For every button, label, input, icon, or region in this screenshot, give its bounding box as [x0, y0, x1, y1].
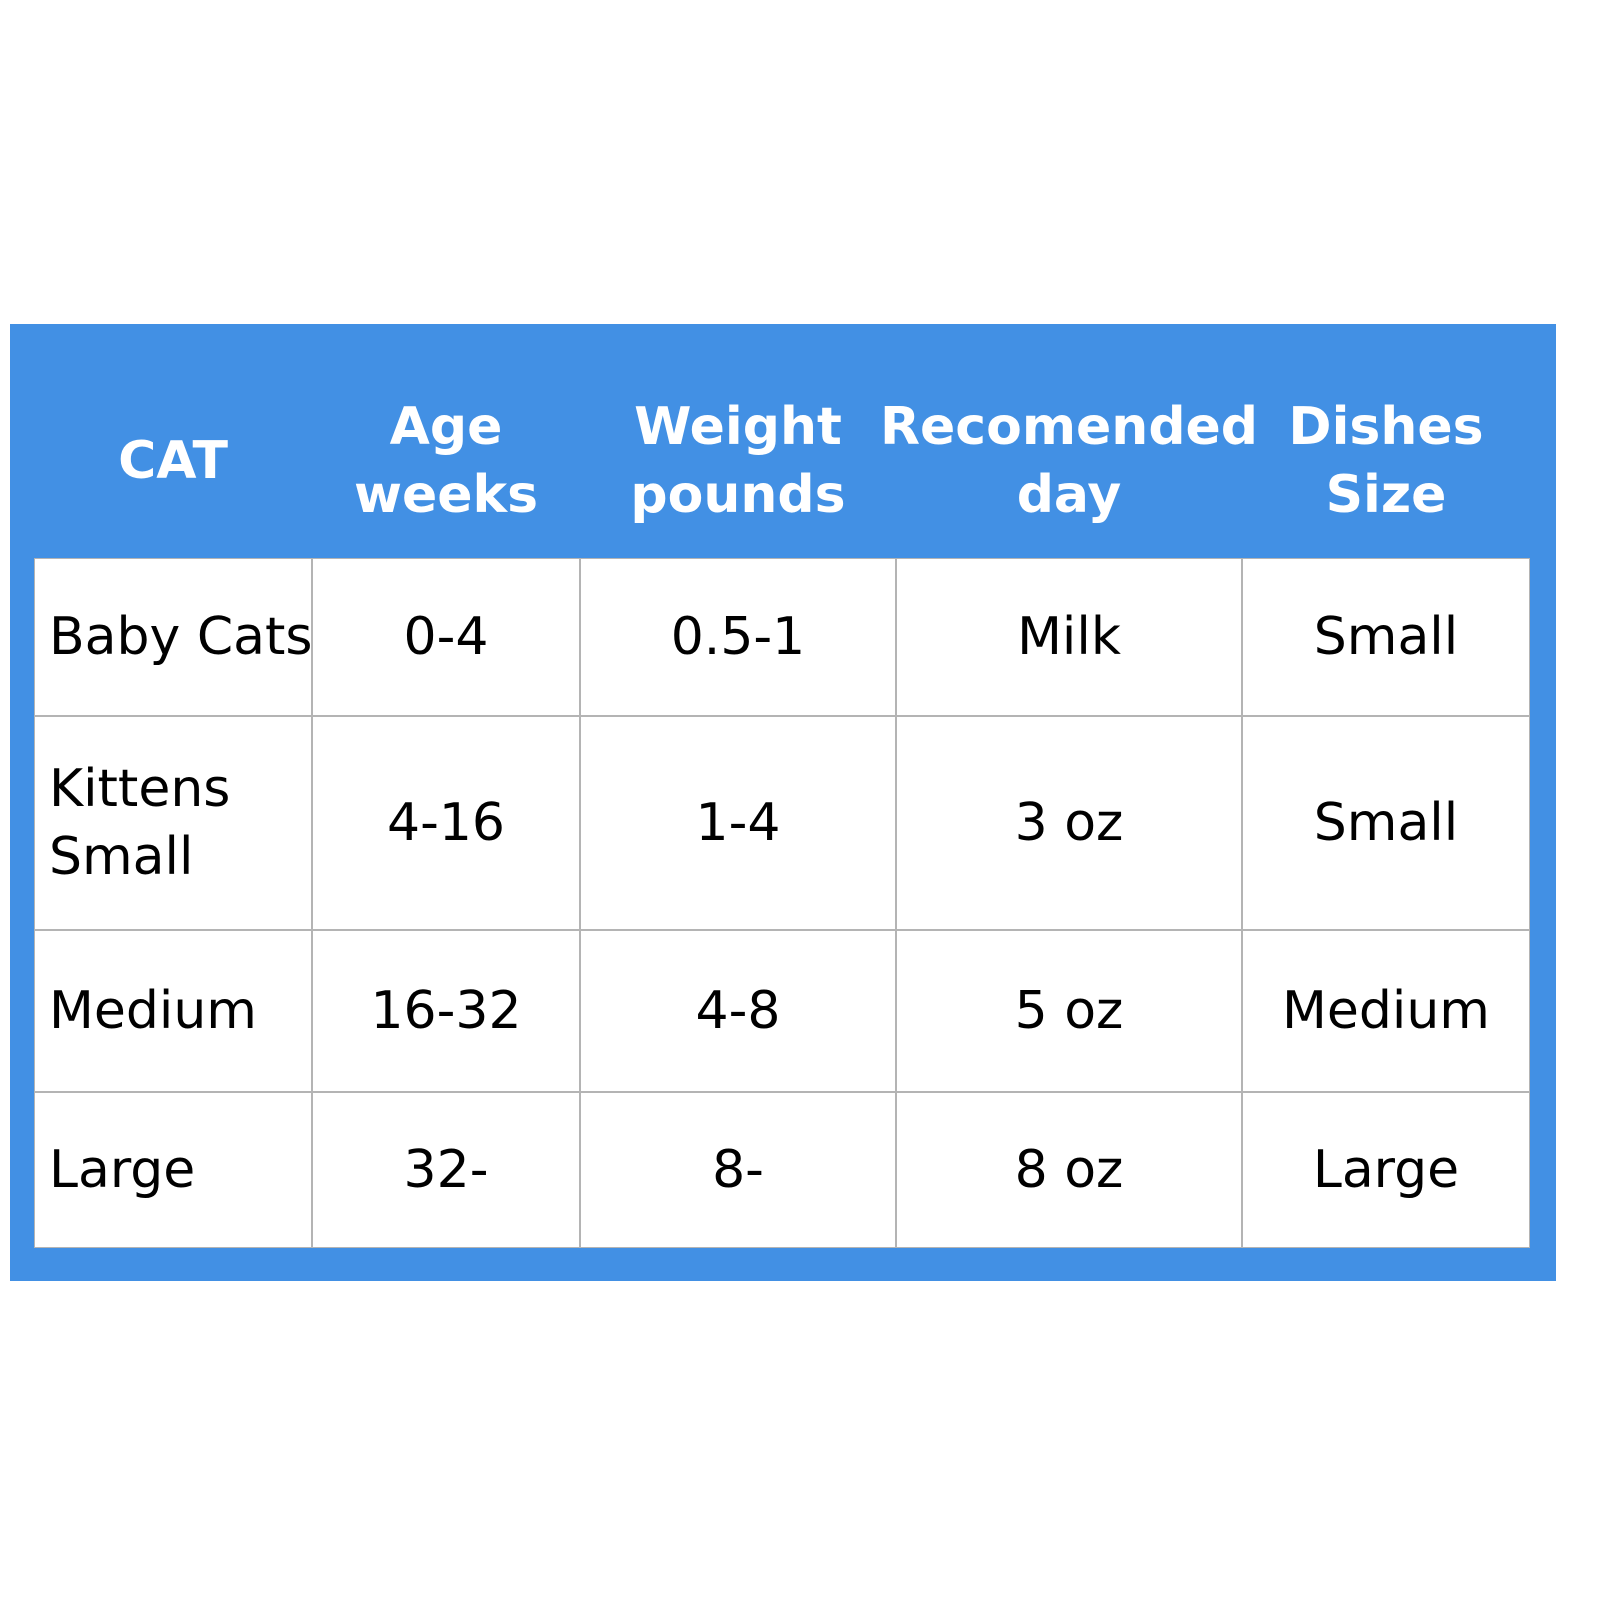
- cell-text: 0-4: [403, 607, 489, 667]
- cell-text: Large: [1312, 1140, 1460, 1200]
- cell-text: Weight: [634, 397, 842, 457]
- header-cell: CAT: [34, 364, 312, 558]
- table-cell: 0.5-1: [580, 558, 896, 716]
- cell-text: 8-: [712, 1140, 764, 1200]
- table-cell: 5 oz: [896, 930, 1242, 1092]
- cell-text: Recomended: [879, 397, 1259, 457]
- cell-text: 16-32: [370, 981, 522, 1041]
- cell-text: Small: [1313, 793, 1459, 853]
- table-cell: 8-: [580, 1092, 896, 1248]
- table-cell: Kittens Small: [34, 716, 312, 930]
- table-cell: 3 oz: [896, 716, 1242, 930]
- cell-text: weeks: [353, 465, 539, 525]
- cell-text: Baby Cats: [49, 607, 313, 667]
- cell-text: Age: [389, 397, 503, 457]
- cell-text: Medium: [49, 981, 257, 1041]
- table-cell: 4-8: [580, 930, 896, 1092]
- header-cell: Recomended day: [880, 364, 1258, 558]
- table-frame: CAT Age weeks Weight pounds Recomended day Dish…: [10, 324, 1556, 1281]
- cell-text: Dishes: [1288, 397, 1484, 457]
- table-cell: 16-32: [312, 930, 580, 1092]
- header-cell: Dishes Size: [1242, 364, 1530, 558]
- cell-text: pounds: [630, 465, 846, 525]
- cell-text: Kittens: [49, 759, 231, 819]
- cell-text: Milk: [1017, 607, 1121, 667]
- cell-text: 3 oz: [1014, 793, 1124, 853]
- cell-text: 5 oz: [1014, 981, 1124, 1041]
- cell-text: day: [1016, 465, 1122, 525]
- cell-text: 0.5-1: [670, 607, 806, 667]
- cell-text: 1-4: [695, 793, 781, 853]
- cell-text: Medium: [1282, 981, 1490, 1041]
- table-cell: 0-4: [312, 558, 580, 716]
- table-cell: Medium: [1242, 930, 1530, 1092]
- table-cell: 1-4: [580, 716, 896, 930]
- cell-text: 32-: [403, 1140, 489, 1200]
- cell-text: Small: [49, 827, 194, 887]
- table-cell: 8 oz: [896, 1092, 1242, 1248]
- table-cell: 4-16: [312, 716, 580, 930]
- table-cell: Baby Cats: [34, 558, 313, 716]
- cell-text: 4-8: [695, 981, 781, 1041]
- cell-text: 8 oz: [1014, 1140, 1124, 1200]
- cell-text: Large: [49, 1140, 196, 1200]
- header-cell: Weight pounds: [580, 364, 896, 558]
- cell-text: CAT: [118, 431, 228, 491]
- table-cell: Small: [1242, 716, 1530, 930]
- cell-text: Small: [1313, 607, 1459, 667]
- table-cell: Milk: [896, 558, 1242, 716]
- table-cell: Large: [34, 1092, 312, 1248]
- header-cell: Age weeks: [312, 364, 580, 558]
- cell-text: 4-16: [386, 793, 505, 853]
- table-cell: Small: [1242, 558, 1530, 716]
- table-cell: Medium: [34, 930, 312, 1092]
- cell-text: Size: [1325, 465, 1447, 525]
- table-cell: 32-: [312, 1092, 580, 1248]
- table-cell: Large: [1242, 1092, 1530, 1248]
